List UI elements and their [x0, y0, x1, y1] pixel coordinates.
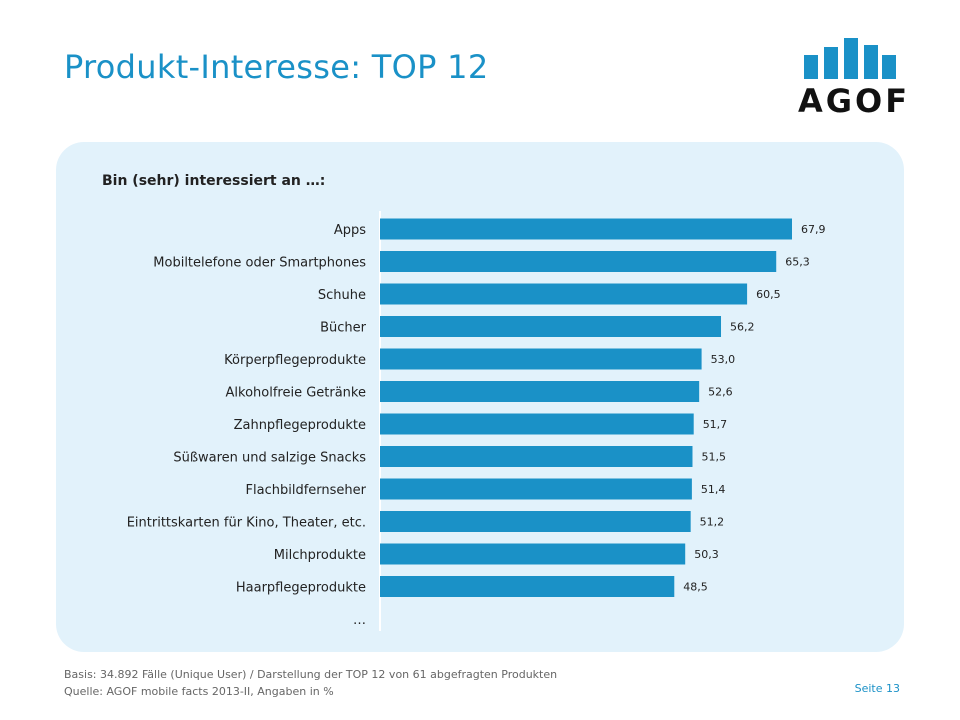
- bar: [380, 413, 694, 435]
- logo-bar-2: [824, 47, 838, 79]
- category-label: Zahnpflegeprodukte: [234, 418, 366, 433]
- category-label: Haarpflegeprodukte: [236, 581, 366, 596]
- logo-bar-3: [844, 38, 858, 79]
- bar: [380, 478, 692, 500]
- category-label: Schuhe: [318, 288, 366, 303]
- page-number: Seite 13: [854, 682, 900, 695]
- footer-basis: Basis: 34.892 Fälle (Unique User) / Dars…: [64, 668, 558, 681]
- footer-source: Quelle: AGOF mobile facts 2013-II, Angab…: [64, 685, 334, 698]
- value-label: 65,3: [785, 256, 810, 269]
- category-label: Flachbildfernseher: [246, 483, 367, 498]
- bar: [380, 218, 792, 240]
- bar: [380, 511, 691, 532]
- category-label: Mobiltelefone oder Smartphones: [153, 256, 366, 271]
- value-label: 67,9: [801, 223, 826, 236]
- category-label: Eintrittskarten für Kino, Theater, etc.: [127, 516, 366, 531]
- value-label: 56,2: [730, 321, 755, 334]
- value-label: 60,5: [756, 288, 781, 301]
- value-label: 50,3: [694, 548, 719, 561]
- logo-bar-4: [864, 45, 878, 79]
- logo-bar-1: [804, 55, 818, 79]
- bar: [380, 348, 702, 370]
- bar: [380, 316, 722, 337]
- value-label: 48,5: [683, 581, 708, 594]
- bar: [380, 543, 686, 565]
- category-label: Körperpflegeprodukte: [224, 353, 366, 368]
- category-label: …: [353, 613, 366, 628]
- category-label: Bücher: [320, 321, 367, 336]
- agof-logo: AGOF: [798, 22, 911, 120]
- value-label: 53,0: [711, 353, 736, 366]
- bar: [380, 381, 700, 402]
- value-label: 51,4: [701, 483, 726, 496]
- category-label: Alkoholfreie Getränke: [226, 386, 367, 401]
- category-label: Apps: [334, 223, 366, 238]
- chart-subtitle: Bin (sehr) interessiert an …:: [102, 173, 326, 189]
- value-label: 51,7: [703, 418, 728, 431]
- category-label: Milchprodukte: [274, 548, 366, 563]
- value-label: 51,5: [701, 451, 726, 464]
- category-label: Süßwaren und salzige Snacks: [173, 451, 366, 466]
- page-title: Produkt-Interesse: TOP 12: [64, 48, 489, 86]
- logo-bar-5: [882, 55, 896, 79]
- value-label: 51,2: [700, 516, 725, 529]
- value-label: 52,6: [708, 386, 733, 399]
- bar: [380, 251, 777, 272]
- logo-text: AGOF: [798, 82, 911, 120]
- bar: [380, 283, 748, 305]
- bar: [380, 446, 693, 467]
- bar: [380, 576, 675, 597]
